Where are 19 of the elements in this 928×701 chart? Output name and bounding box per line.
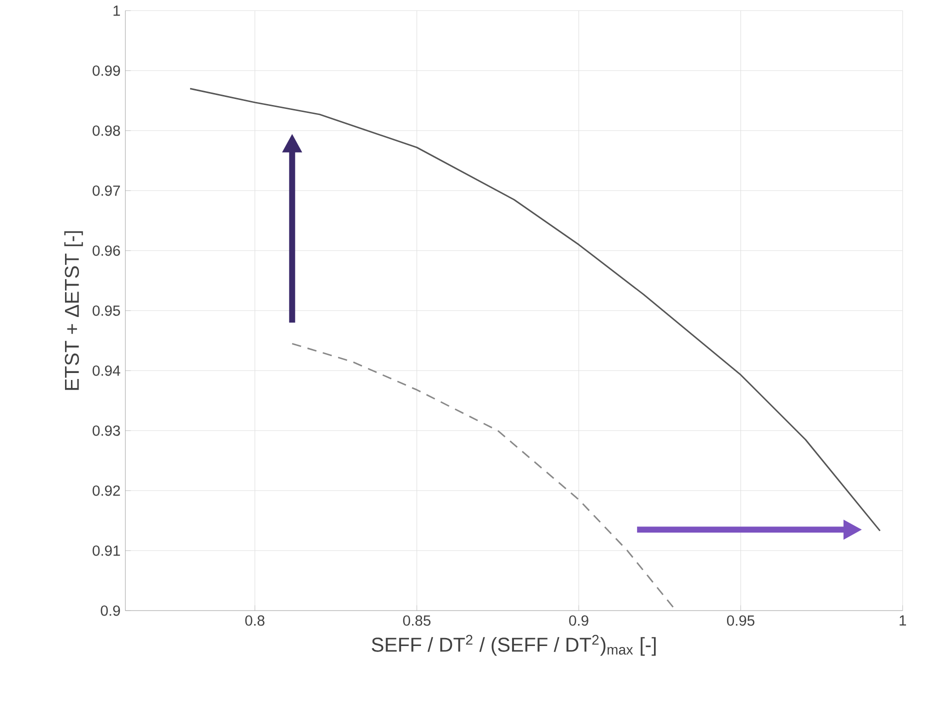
x-tick-label: 0.85 <box>403 615 430 626</box>
x-tick-label: 0.8 <box>245 615 264 626</box>
y-tick-label: 1 <box>114 5 120 16</box>
y-tick-label: 0.98 <box>92 125 120 136</box>
x-tick-label: 0.95 <box>727 615 754 626</box>
line-series <box>189 88 881 532</box>
y-axis-title: ETST + ΔETST [-] <box>64 231 83 390</box>
y-tick-label: 0.96 <box>92 245 120 256</box>
x-axis-title: SEFF / DT$^{2}$ / (SEFF / DT$^{2}$)$_{max}$ [-] <box>372 634 656 656</box>
y-tick-label: 0.9 <box>100 605 120 616</box>
y-tick-label: 0.95 <box>92 305 120 316</box>
y-tick-label: 0.91 <box>92 545 120 556</box>
y-tick-label: 0.93 <box>92 425 120 436</box>
y-tick-label: 0.94 <box>92 365 120 376</box>
x-tick-label: 1 <box>900 615 906 626</box>
x-tick-label: 0.9 <box>569 615 588 626</box>
y-tick-label: 0.97 <box>92 185 120 196</box>
y-tick-label: 0.92 <box>92 485 120 496</box>
y-tick-label: 0.99 <box>92 65 120 76</box>
